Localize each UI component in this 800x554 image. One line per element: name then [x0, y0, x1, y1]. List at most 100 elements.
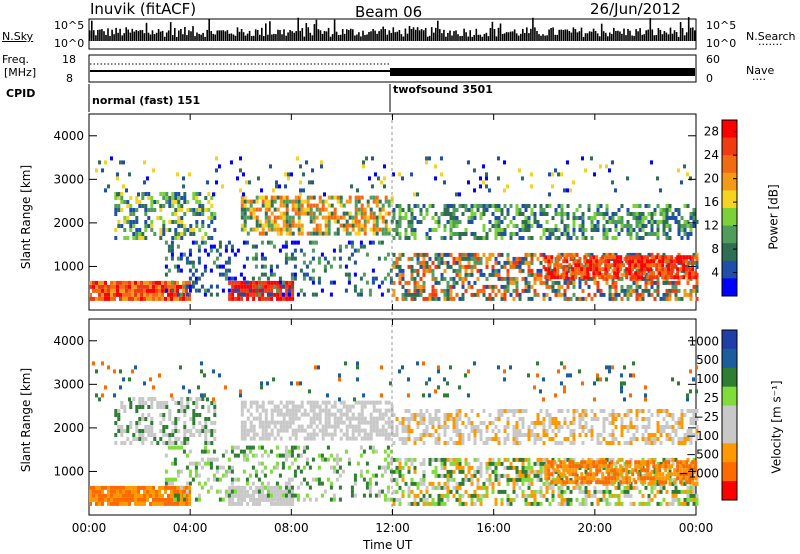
power-cell [506, 268, 510, 273]
power-cell [387, 231, 391, 236]
velocity-cell [671, 477, 675, 482]
power-cell [503, 284, 507, 289]
velocity-cell [680, 413, 684, 417]
power-cell [114, 208, 118, 212]
nsky-bar [515, 33, 518, 41]
power-cell [104, 296, 107, 301]
velocity-cell [422, 433, 426, 437]
velocity-cell [461, 477, 465, 482]
power-cell [407, 204, 411, 208]
power-cell [593, 212, 597, 216]
velocity-cell [524, 457, 528, 462]
velocity-cell [165, 401, 169, 405]
power-cell [649, 263, 653, 268]
velocity-cell [150, 417, 154, 421]
velocity-cell [473, 457, 477, 462]
nsky-bar [637, 31, 639, 41]
power-cell [653, 212, 657, 216]
velocity-cell [683, 437, 687, 441]
power-cell [263, 264, 267, 269]
power-cell [494, 272, 498, 277]
velocity-cell [419, 481, 423, 486]
power-cell [509, 276, 513, 281]
nsky-bar [240, 29, 243, 41]
power-cell [234, 284, 238, 289]
power-cell [339, 215, 343, 220]
velocity-cell [434, 413, 438, 417]
power-cell [491, 296, 495, 301]
power-cell [294, 199, 298, 204]
velocity-cell [378, 416, 382, 421]
velocity-cell [512, 425, 516, 429]
power-cell [317, 280, 321, 285]
power-cell [137, 192, 140, 197]
velocity-panel [88, 318, 699, 516]
velocity-cell [470, 481, 474, 486]
power-cell [676, 255, 680, 260]
power-cell [464, 204, 468, 208]
power-cell [545, 236, 549, 240]
velocity-cell [656, 461, 660, 466]
velocity-cell [524, 501, 528, 506]
power-cell [276, 292, 280, 297]
velocity-cell [556, 468, 560, 473]
power-cell [437, 280, 441, 285]
power-cell [107, 296, 110, 301]
power-cell [251, 244, 255, 249]
power-cell [539, 212, 543, 216]
power-cell [563, 292, 567, 297]
power-cell [595, 255, 599, 260]
power-cell [584, 236, 588, 240]
velocity-cell [479, 469, 483, 474]
velocity-cell [578, 489, 582, 494]
velocity-cell [536, 437, 540, 441]
power-cell [302, 188, 305, 193]
power-cell [347, 256, 351, 261]
power-cell [446, 296, 450, 301]
power-cell [533, 204, 537, 208]
velocity-cell [113, 489, 116, 494]
power-cell [479, 272, 483, 277]
velocity-cell [92, 493, 95, 498]
power-cell [255, 199, 259, 204]
power-cell [653, 296, 657, 301]
power-cell [638, 212, 642, 216]
velocity-cell [539, 437, 543, 441]
velocity-cell [452, 477, 456, 482]
power-cell [569, 256, 573, 261]
power-cell [272, 272, 276, 277]
power-cell [416, 220, 420, 224]
velocity-cell [674, 489, 678, 494]
velocity-cell [434, 441, 438, 445]
power-cell [638, 224, 642, 228]
velocity-cell [276, 428, 280, 433]
power-cell [581, 296, 585, 301]
power-cell [515, 264, 519, 269]
power-cell [422, 284, 426, 289]
velocity-cell [159, 401, 163, 405]
power-cell [237, 280, 241, 285]
power-cell [404, 288, 408, 293]
velocity-cell [261, 424, 265, 429]
power-cell [443, 212, 447, 216]
power-cell [120, 224, 124, 228]
velocity-cell [586, 480, 590, 485]
nsky-bar [517, 35, 520, 41]
power-cell [135, 220, 139, 224]
power-cell [554, 260, 558, 265]
velocity-cell [156, 441, 160, 445]
power-cell [470, 292, 474, 297]
velocity-cell [485, 465, 489, 470]
velocity-cell [637, 464, 641, 469]
power-cell [360, 203, 364, 208]
power-cell [616, 267, 620, 272]
velocity-cell [273, 408, 277, 413]
power-cell [404, 232, 408, 236]
velocity-cell [623, 489, 627, 494]
velocity-cell [632, 477, 636, 482]
velocity-cell [428, 461, 432, 466]
power-cell [431, 288, 435, 293]
power-cell [497, 216, 501, 220]
power-cell [141, 192, 145, 196]
velocity-cell [686, 429, 690, 433]
